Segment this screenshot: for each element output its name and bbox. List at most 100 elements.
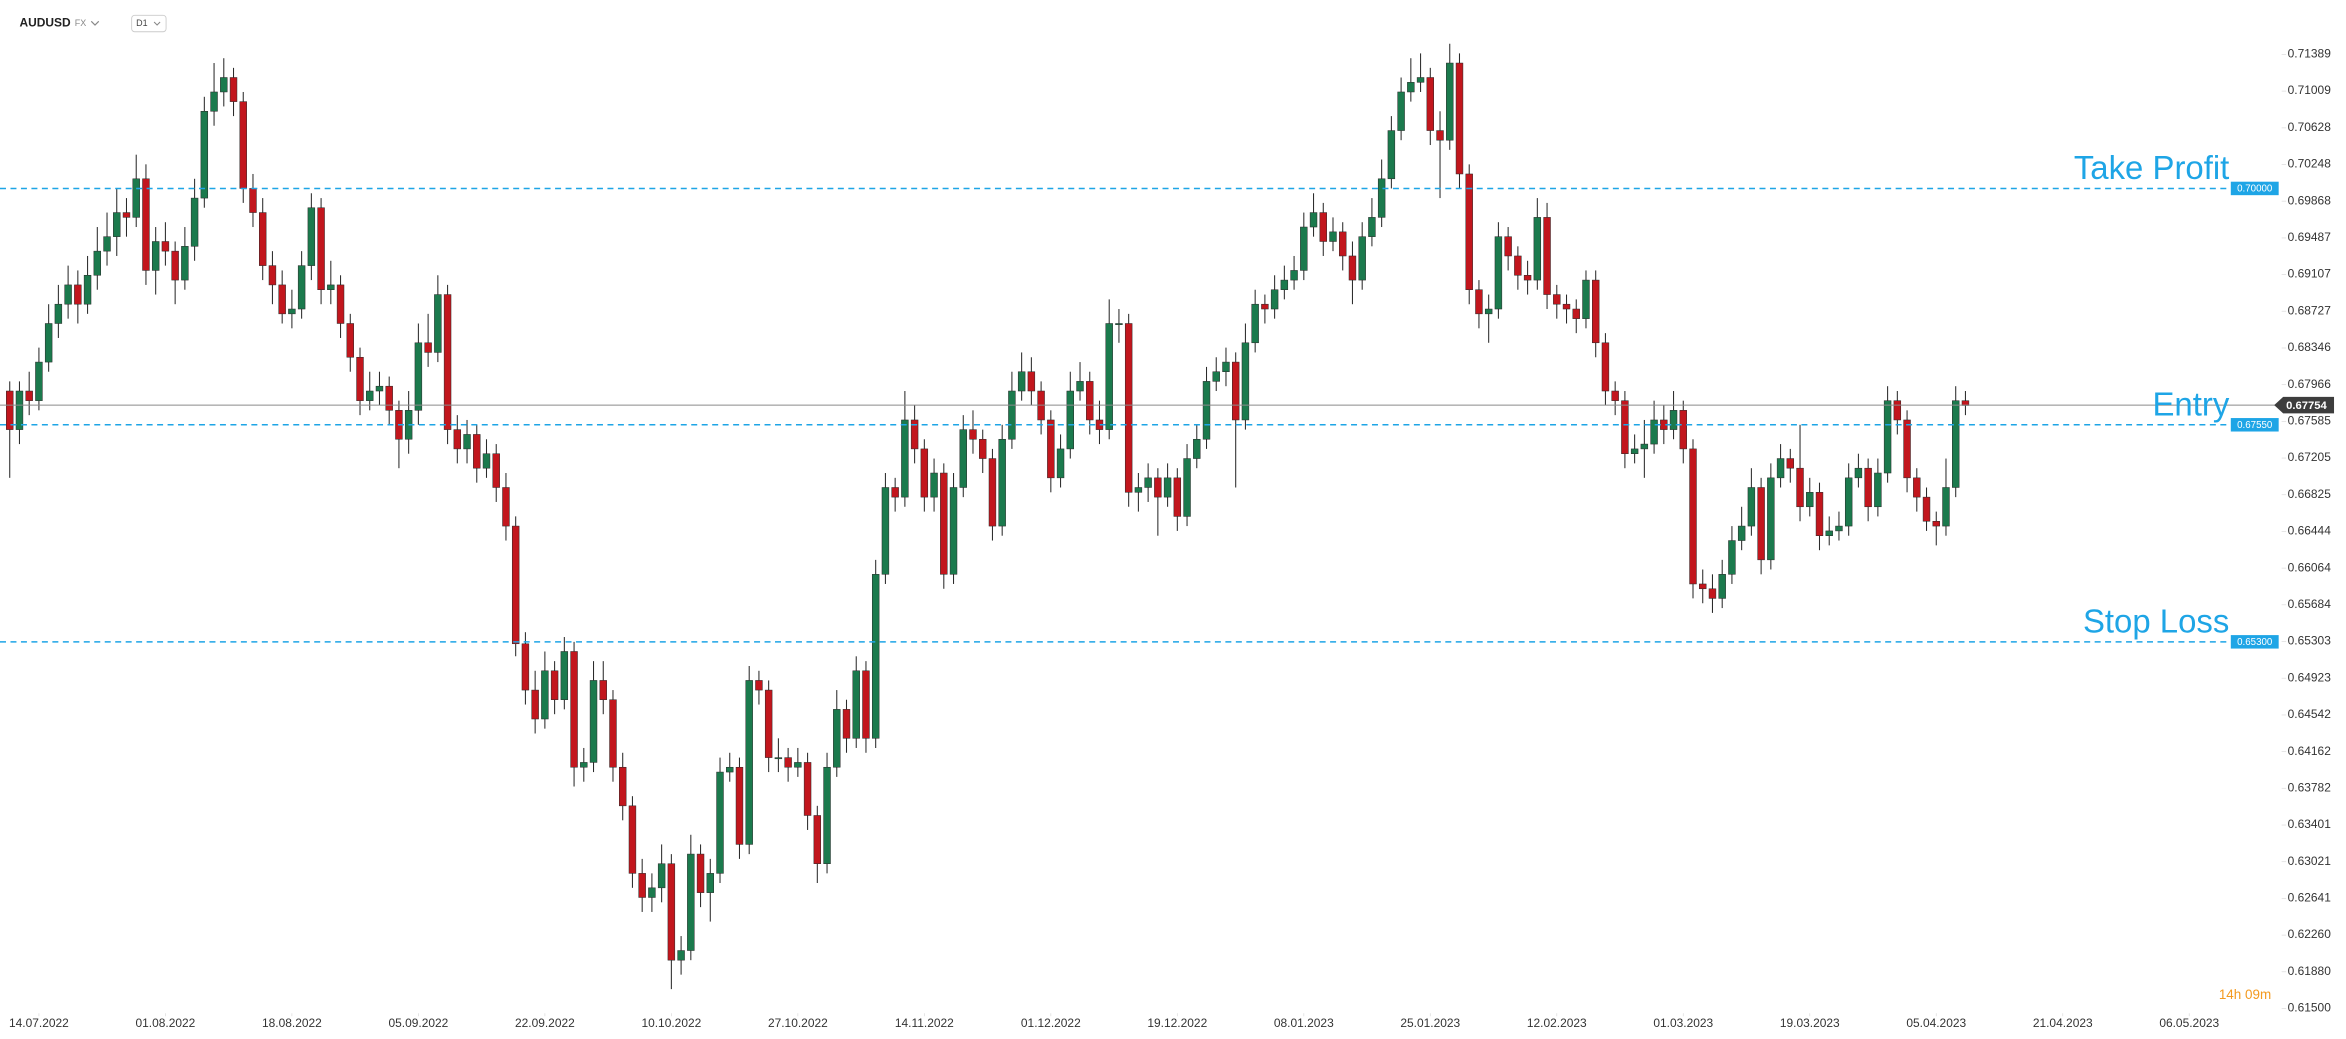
candle-body bbox=[83, 274, 92, 305]
candle-body bbox=[1368, 217, 1376, 237]
level-badge bbox=[2230, 418, 2279, 432]
timeframe-dropdown-icon[interactable] bbox=[153, 21, 161, 26]
y-tick-label: 0.66825 bbox=[2288, 487, 2332, 501]
y-tick-label: 0.69487 bbox=[2288, 230, 2332, 244]
candle-body bbox=[161, 241, 170, 252]
candle-body bbox=[1835, 525, 1843, 532]
candle-body bbox=[842, 709, 851, 739]
candle-body bbox=[74, 284, 82, 305]
candle-body bbox=[998, 438, 1006, 527]
level-label: 0.70000 bbox=[2237, 184, 2273, 195]
candle-body bbox=[288, 308, 296, 315]
candle-body bbox=[229, 77, 238, 102]
candle-body bbox=[619, 766, 627, 807]
candle-body bbox=[15, 390, 24, 430]
candle-body bbox=[434, 294, 442, 353]
symbol[interactable]: AUDUSD bbox=[19, 16, 71, 30]
market-dropdown-icon[interactable] bbox=[90, 20, 100, 26]
x-tick-label: 22.09.2022 bbox=[515, 1016, 575, 1030]
candle-body bbox=[628, 805, 637, 874]
candle-body bbox=[210, 91, 218, 112]
candle-body bbox=[1465, 173, 1473, 290]
candle-body bbox=[1844, 477, 1853, 527]
candle-body bbox=[1154, 477, 1162, 498]
candle-body bbox=[1504, 236, 1512, 257]
candle-body bbox=[1737, 525, 1746, 541]
y-tick-label: 0.70628 bbox=[2288, 120, 2332, 134]
candle-body bbox=[1913, 477, 1921, 498]
y-tick-label: 0.63021 bbox=[2288, 854, 2332, 868]
candle-body bbox=[609, 699, 617, 768]
candle-body bbox=[716, 771, 724, 874]
candle-body bbox=[784, 757, 792, 768]
level-label: 0.65300 bbox=[2237, 637, 2273, 648]
candle-body bbox=[1893, 400, 1902, 421]
candle-body bbox=[1387, 130, 1396, 180]
candle-body bbox=[657, 863, 666, 889]
candle-body bbox=[1416, 77, 1425, 83]
candle-body bbox=[1621, 400, 1629, 454]
level-badge bbox=[2230, 181, 2279, 196]
candle-body bbox=[1952, 400, 1960, 488]
candle-body bbox=[1455, 62, 1464, 175]
candle-body bbox=[1475, 289, 1483, 315]
candle-body bbox=[1222, 361, 1230, 372]
timeframe[interactable]: D1 bbox=[136, 18, 147, 28]
candle-body bbox=[687, 853, 695, 951]
candle-body bbox=[1056, 448, 1065, 479]
candle-body bbox=[443, 294, 452, 430]
candle-body bbox=[959, 429, 967, 488]
candle-body bbox=[1251, 303, 1259, 344]
candle-body bbox=[1796, 467, 1804, 508]
level-name: Take Profit bbox=[2074, 149, 2229, 186]
candle-body bbox=[1553, 294, 1561, 305]
candle-body bbox=[1543, 217, 1551, 295]
candle-body bbox=[1105, 323, 1113, 430]
candle-body bbox=[521, 643, 530, 691]
candle-body bbox=[599, 680, 607, 700]
candle-body bbox=[1562, 303, 1571, 310]
candle-body bbox=[268, 265, 277, 286]
candle-body bbox=[862, 670, 870, 739]
candle-body bbox=[307, 207, 316, 266]
candle-body bbox=[1718, 574, 1726, 599]
y-tick-label: 0.70248 bbox=[2288, 157, 2332, 171]
candle-body bbox=[463, 434, 471, 450]
candle-body bbox=[1202, 381, 1211, 440]
candle-body bbox=[132, 178, 140, 218]
y-tick-label: 0.71009 bbox=[2288, 83, 2332, 97]
candle-body bbox=[1708, 588, 1717, 599]
candle-body bbox=[969, 429, 977, 440]
candle-body bbox=[745, 680, 753, 845]
candle-body bbox=[259, 212, 267, 266]
candle-body bbox=[220, 77, 228, 93]
x-tick-label: 18.08.2022 bbox=[262, 1016, 322, 1030]
x-tick-label: 01.12.2022 bbox=[1021, 1016, 1081, 1030]
candle-body bbox=[511, 525, 520, 645]
y-tick-label: 0.66444 bbox=[2288, 524, 2332, 538]
y-tick-label: 0.64923 bbox=[2288, 670, 2332, 684]
candle-body bbox=[93, 250, 102, 276]
candle-body bbox=[1854, 467, 1863, 479]
x-tick-label: 05.04.2023 bbox=[1906, 1016, 1966, 1030]
candle-body bbox=[297, 265, 306, 310]
candle-body bbox=[1144, 477, 1152, 488]
candle-body bbox=[482, 453, 491, 469]
candle-body bbox=[1932, 520, 1940, 527]
y-tick-label: 0.69868 bbox=[2288, 193, 2332, 207]
candle-body bbox=[1699, 583, 1707, 590]
candle-body bbox=[171, 250, 179, 281]
candle-body bbox=[200, 111, 209, 199]
candle-body bbox=[813, 815, 822, 864]
candle-body bbox=[181, 246, 189, 281]
candle-body bbox=[414, 342, 423, 411]
candle-body bbox=[1484, 308, 1493, 315]
timeframe-selector[interactable] bbox=[131, 14, 167, 33]
candle-body bbox=[336, 284, 345, 324]
candle-body bbox=[531, 689, 539, 720]
candle-body bbox=[1290, 270, 1298, 281]
candle-body bbox=[979, 438, 987, 459]
candle-body bbox=[988, 458, 997, 527]
candle-body bbox=[1922, 496, 1931, 522]
candle-body bbox=[1241, 342, 1250, 421]
